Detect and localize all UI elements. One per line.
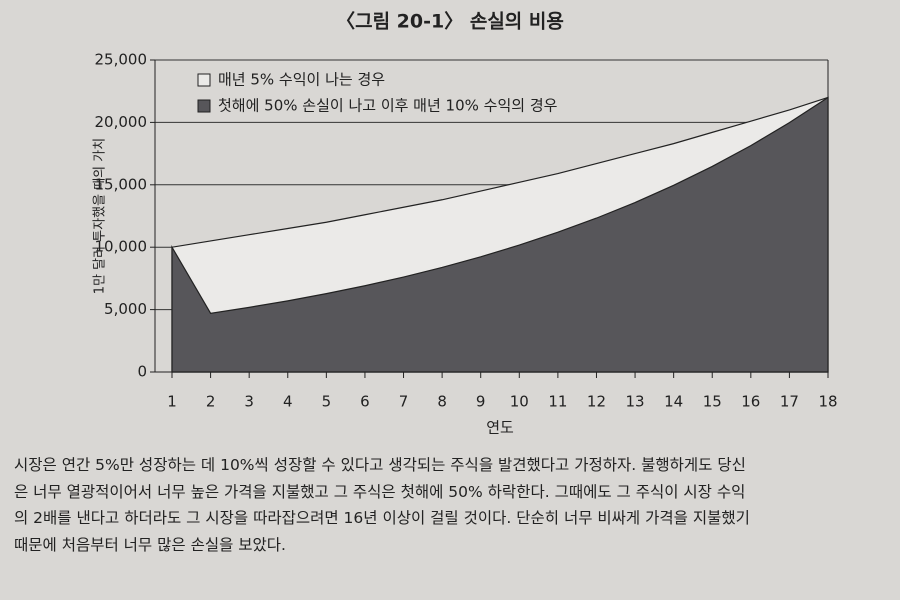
x-tick-label: 3 xyxy=(244,393,254,411)
x-tick-label: 1 xyxy=(167,393,177,411)
x-tick-label: 9 xyxy=(476,393,486,411)
x-tick-label: 13 xyxy=(626,393,645,411)
legend-swatch xyxy=(197,73,211,87)
x-tick-label: 7 xyxy=(399,393,409,411)
y-tick-label: 15,000 xyxy=(95,175,148,193)
y-tick-label: 10,000 xyxy=(95,238,148,256)
y-tick-label: 20,000 xyxy=(95,113,148,131)
y-tick-label: 5,000 xyxy=(104,300,147,318)
legend-label: 매년 5% 수익이 나는 경우 xyxy=(218,71,385,89)
area xyxy=(171,96,829,373)
y-tick-label: 0 xyxy=(137,363,147,381)
y-tick-label: 25,000 xyxy=(95,51,148,69)
x-tick-label: 15 xyxy=(703,393,722,411)
x-tick-label: 14 xyxy=(664,393,683,411)
chart-title: 〈그림 20-1〉 손실의 비용 xyxy=(336,10,564,33)
x-tick-label: 12 xyxy=(587,393,606,411)
legend-label: 첫해에 50% 손실이 나고 이후 매년 10% 수익의 경우 xyxy=(218,97,558,115)
x-tick-label: 18 xyxy=(818,393,837,411)
x-tick-label: 4 xyxy=(283,393,293,411)
y-axis-label: 1만 달러 투자했을 때의 가치 xyxy=(92,138,108,294)
x-tick-label: 16 xyxy=(741,393,760,411)
caption-line: 의 2배를 낸다고 하더라도 그 시장을 따라잡으려면 16년 이상이 걸릴 것… xyxy=(14,509,750,527)
caption-line: 은 너무 열광적이어서 너무 높은 가격을 지불했고 그 주식은 첫해에 50%… xyxy=(14,482,746,501)
x-tick-label: 8 xyxy=(437,393,447,411)
caption-line: 때문에 처음부터 너무 많은 손실을 보았다. xyxy=(14,535,286,554)
legend-swatch xyxy=(197,99,211,113)
x-tick-label: 5 xyxy=(322,393,332,411)
x-tick-label: 17 xyxy=(780,393,799,411)
x-tick-label: 2 xyxy=(206,393,216,411)
x-axis-label: 연도 xyxy=(486,419,514,437)
caption: 시장은 연간 5%만 성장하는 데 10%씩 성장할 수 있다고 생각되는 주식… xyxy=(14,452,894,558)
x-tick-label: 10 xyxy=(510,393,529,411)
x-tick-label: 6 xyxy=(360,393,370,411)
x-tick-label: 11 xyxy=(548,393,567,411)
chart: 〈그림 20-1〉 손실의 비용 연도 1만 달러 투자했을 때의 가치 0 5,… xyxy=(92,10,838,437)
caption-line: 시장은 연간 5%만 성장하는 데 10%씩 성장할 수 있다고 생각되는 주식… xyxy=(14,456,746,474)
